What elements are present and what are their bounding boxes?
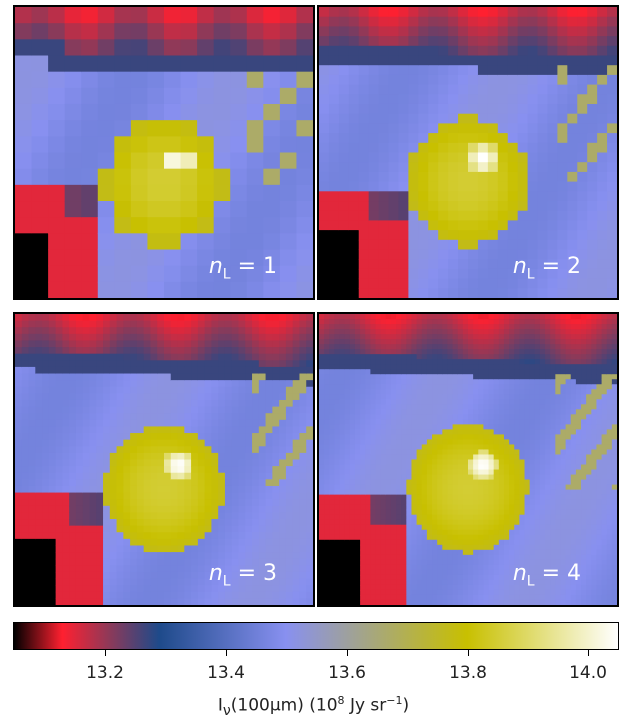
emission-map xyxy=(15,314,313,605)
emission-map xyxy=(319,7,617,298)
panel-label: nL = 1 xyxy=(208,253,277,282)
panel-label: nL = 3 xyxy=(208,560,277,589)
panel-label: nL = 2 xyxy=(512,253,581,282)
colorbar-tick-label: 13.6 xyxy=(328,663,366,683)
colorbar-tick-label: 13.4 xyxy=(207,663,245,683)
colorbar-tick-label: 13.8 xyxy=(449,663,487,683)
emission-map xyxy=(319,314,617,605)
colorbar-tick xyxy=(347,650,348,656)
map-panel-nL3: nL = 3 xyxy=(13,312,315,607)
colorbar xyxy=(13,622,619,650)
colorbar-axis-label: Iν(100μm) (108 Jy sr−1) xyxy=(217,694,410,720)
colorbar-tick xyxy=(105,650,106,656)
colorbar-tick xyxy=(226,650,227,656)
colorbar-tick-label: 14.0 xyxy=(569,663,607,683)
map-panel-nL2: nL = 2 xyxy=(317,5,619,300)
map-panel-nL4: nL = 4 xyxy=(317,312,619,607)
colorbar-tick-label: 13.2 xyxy=(86,663,124,683)
emission-map xyxy=(15,7,313,298)
map-panel-nL1: nL = 1 xyxy=(13,5,315,300)
colorbar-tick xyxy=(588,650,589,656)
panel-label: nL = 4 xyxy=(512,560,581,589)
colorbar-tick xyxy=(468,650,469,656)
